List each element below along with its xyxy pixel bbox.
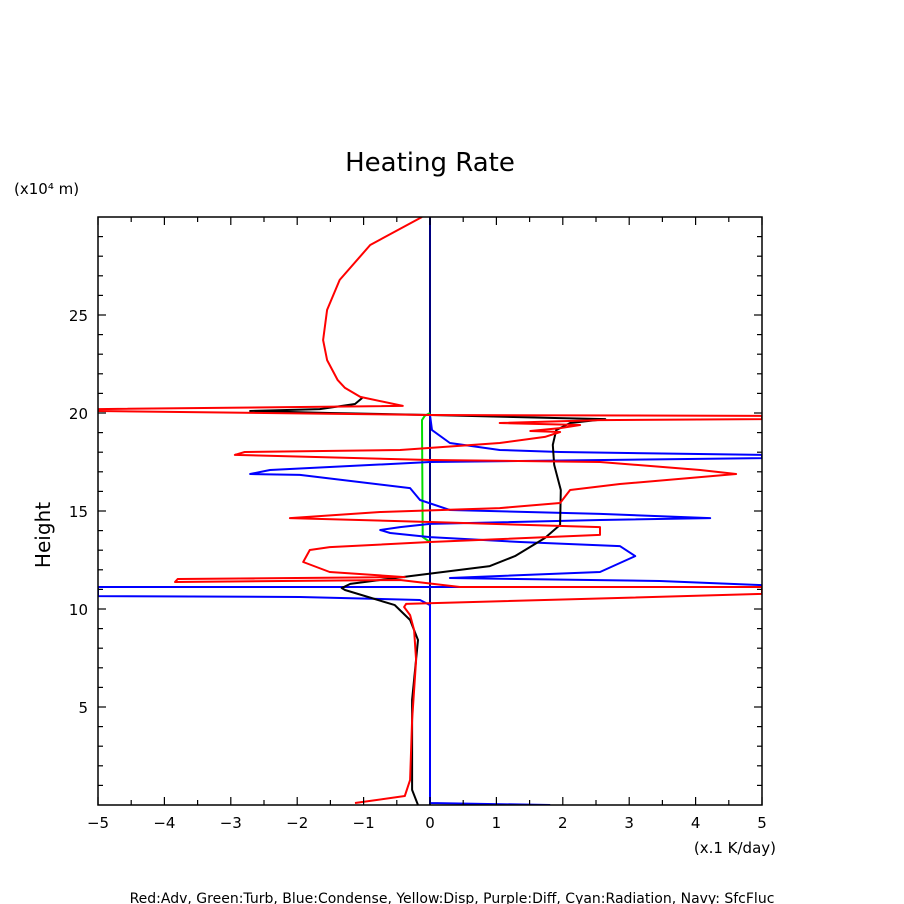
y-axis-label: Height: [31, 502, 55, 568]
x-tick-label: 0: [425, 814, 435, 832]
x-tick-label: −5: [87, 814, 109, 832]
series-layer: [98, 217, 762, 805]
y-tick-label: 10: [69, 601, 88, 619]
x-tick-label: −3: [220, 814, 242, 832]
y-unit-label: (x10⁴ m): [14, 180, 79, 198]
x-tick-label: −2: [286, 814, 308, 832]
x-tick-label: 2: [558, 814, 568, 832]
axes: −5 −4 −3 −2 −1 0 1 2 3 4 5 5 10 15 20 25: [69, 217, 767, 832]
y-tick-label: 20: [69, 405, 88, 423]
x-tick-label: −4: [153, 814, 175, 832]
series-line-blue: [98, 414, 762, 805]
plot-frame: [97, 216, 763, 806]
x-tick-label: 3: [624, 814, 634, 832]
chart-title: Heating Rate: [345, 148, 515, 178]
y-tick-label: 25: [69, 307, 88, 325]
y-tick-label: 15: [69, 503, 88, 521]
x-tick-label: 1: [492, 814, 502, 832]
x-axis-label: (x.1 K/day): [694, 839, 776, 857]
x-tick-label: 5: [757, 814, 767, 832]
y-tick-label: 5: [78, 699, 88, 717]
legend-note: Red:Adv, Green:Turb, Blue:Condense, Yell…: [130, 891, 775, 904]
series-line-red: [98, 217, 762, 804]
x-tick-label: −1: [353, 814, 375, 832]
x-tick-label: 4: [691, 814, 701, 832]
